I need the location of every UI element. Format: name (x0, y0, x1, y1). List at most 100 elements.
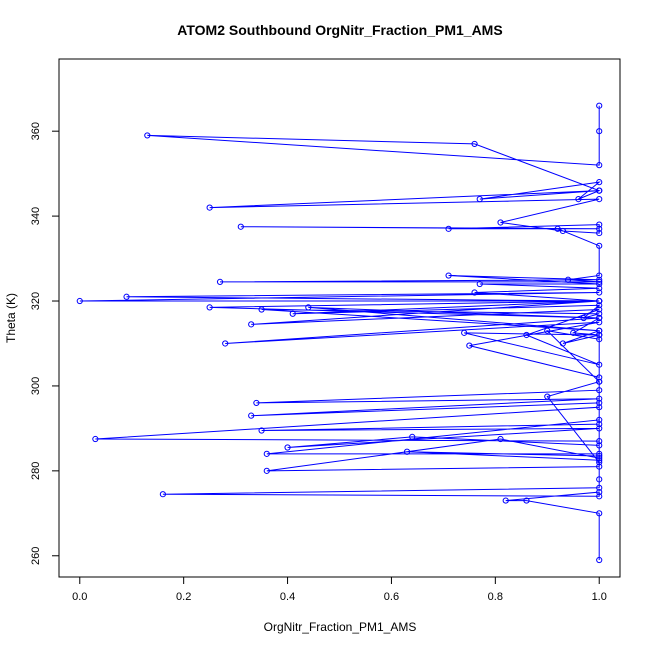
x-axis-label: OrgNitr_Fraction_PM1_AMS (264, 620, 417, 634)
data-point (564, 276, 572, 283)
data-point (596, 229, 603, 237)
data-point (559, 227, 566, 235)
data-point (502, 497, 509, 504)
data-point (471, 140, 478, 148)
data-point (123, 293, 130, 300)
data-point (596, 314, 603, 322)
data-point (596, 438, 603, 445)
data-point (596, 225, 603, 232)
data-point (596, 196, 603, 203)
data-point (216, 278, 224, 286)
data-point (596, 331, 603, 339)
data-point (222, 340, 229, 347)
x-tick-label: 0.0 (72, 591, 87, 603)
y-tick-label: 300 (30, 377, 42, 395)
series-points (76, 102, 603, 564)
data-point (596, 387, 603, 394)
y-tick-label: 280 (30, 462, 42, 480)
data-point (596, 463, 603, 470)
data-point (596, 162, 603, 169)
data-point (596, 374, 603, 381)
data-point (284, 444, 291, 451)
data-point (596, 488, 603, 496)
data-point (596, 421, 603, 428)
data-point (305, 304, 312, 311)
data-point (596, 221, 603, 228)
data-point (596, 319, 603, 326)
data-point (159, 491, 166, 498)
y-tick-label: 360 (30, 122, 42, 140)
x-tick-label: 0.4 (280, 591, 295, 603)
data-point (554, 225, 561, 232)
data-point (523, 331, 530, 339)
data-point (596, 242, 603, 249)
data-point (596, 476, 603, 483)
y-axis: 260 280 300 320 340 360 (30, 122, 60, 565)
data-point (92, 435, 99, 443)
data-point (263, 467, 270, 474)
data-point (476, 280, 483, 288)
data-point (596, 302, 603, 309)
data-point (596, 493, 603, 500)
x-tick-label: 0.6 (384, 591, 399, 603)
data-point (596, 278, 603, 286)
y-tick-label: 320 (30, 292, 42, 310)
data-point (596, 395, 603, 402)
x-tick-label: 0.2 (176, 591, 191, 603)
data-point (523, 497, 530, 504)
data-point (206, 304, 213, 311)
y-tick-label: 340 (30, 207, 42, 225)
data-point (596, 378, 603, 385)
data-point (596, 187, 603, 194)
data-point (466, 342, 473, 349)
data-point (596, 306, 603, 313)
data-point (596, 297, 603, 305)
data-point (596, 179, 603, 186)
data-point (497, 435, 504, 443)
data-point (461, 329, 468, 336)
data-point (544, 393, 551, 400)
data-point (596, 442, 603, 449)
x-axis: 0.0 0.2 0.4 0.6 0.8 1.0 (72, 576, 607, 603)
data-point (409, 433, 416, 440)
y-tick-label: 260 (30, 547, 42, 565)
data-point (596, 272, 603, 279)
data-point (596, 285, 603, 292)
data-point (596, 457, 603, 464)
data-point (570, 329, 577, 336)
data-point (559, 340, 566, 347)
data-point (596, 459, 603, 466)
data-point (144, 132, 151, 139)
data-point (476, 196, 483, 203)
data-point (596, 510, 603, 517)
data-point (596, 361, 603, 368)
series-lines (79, 105, 601, 560)
data-point (596, 556, 603, 564)
data-point (471, 289, 478, 296)
data-point (445, 272, 452, 279)
data-point (263, 450, 270, 457)
data-point (596, 416, 603, 424)
data-point (596, 452, 603, 460)
data-point (596, 102, 603, 109)
data-point (206, 204, 213, 211)
data-point (403, 448, 411, 455)
data-point (248, 412, 255, 419)
data-point (575, 196, 582, 203)
x-tick-label: 1.0 (592, 591, 607, 603)
data-point (596, 276, 603, 283)
data-point (596, 450, 603, 457)
data-point (596, 404, 603, 411)
data-point (253, 399, 260, 407)
chart-title: ATOM2 Southbound OrgNitr_Fraction_PM1_AM… (177, 22, 502, 38)
data-point (596, 310, 603, 317)
data-point (596, 280, 603, 288)
data-point (248, 321, 255, 328)
data-point (596, 399, 603, 407)
data-point (289, 310, 296, 317)
data-point (544, 327, 551, 334)
data-point (596, 425, 603, 432)
series-line (79, 105, 601, 560)
data-point (596, 336, 603, 343)
